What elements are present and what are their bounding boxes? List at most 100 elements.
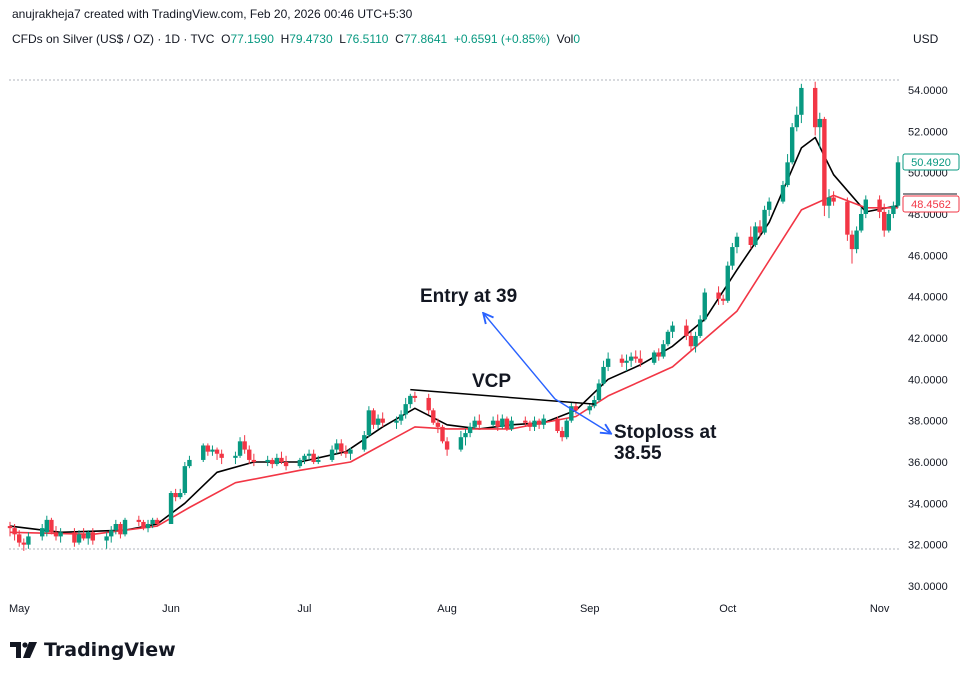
x-tick-label: Jun (162, 603, 180, 615)
candle-body (182, 466, 188, 493)
candle-body (720, 298, 726, 301)
candle (283, 455, 289, 471)
candle (247, 445, 252, 465)
chart-credit: anujrakheja7 created with TradingView.co… (12, 7, 413, 21)
candle (444, 437, 450, 456)
candle-body (329, 449, 335, 460)
candle-body (431, 410, 436, 423)
x-tick-label: Sep (580, 603, 600, 615)
candle-body (472, 420, 477, 427)
candle (748, 226, 753, 250)
candle-body (302, 455, 307, 460)
candle-body (624, 360, 629, 363)
candle (53, 526, 59, 541)
volume-value: 0 (573, 32, 581, 46)
candle-body (780, 185, 786, 202)
stoploss-annotation-line2: 38.55 (614, 443, 662, 464)
candle (168, 490, 174, 524)
candle (242, 435, 247, 454)
candle (408, 393, 413, 409)
candle-body (412, 395, 418, 398)
candle (201, 443, 206, 462)
candle (178, 488, 183, 500)
candle-body (113, 524, 119, 531)
candle-body (403, 404, 408, 415)
candle (684, 319, 689, 341)
candle-body (822, 118, 827, 206)
candle-body (638, 358, 643, 363)
candle-body (122, 519, 128, 535)
candle (467, 422, 473, 438)
candle (702, 288, 707, 322)
candle (251, 453, 257, 467)
x-tick-label: Aug (437, 603, 457, 615)
candle (693, 331, 698, 353)
candle (495, 414, 500, 431)
candle-body (725, 265, 730, 301)
candle-body (500, 418, 505, 427)
candle-body (21, 542, 27, 545)
candle (688, 331, 694, 351)
candle-body (467, 426, 473, 434)
candle-body (58, 532, 63, 537)
candle (891, 201, 896, 219)
ma-price-badge: 48.4562 (902, 195, 960, 213)
candle-body (812, 87, 818, 128)
candle-body (408, 395, 413, 405)
candle (619, 354, 625, 367)
candle-body (596, 383, 602, 400)
candle-body (371, 410, 376, 425)
candle (670, 321, 675, 338)
candle-body (375, 418, 381, 425)
candle (509, 416, 514, 431)
candle-body (891, 205, 896, 214)
y-tick-label: 32.0000 (908, 540, 948, 552)
candle (205, 443, 211, 456)
ma-slow-line (9, 194, 898, 536)
candle (877, 195, 882, 219)
candle (651, 350, 657, 365)
candle-body (794, 114, 799, 128)
candle-body (477, 420, 482, 425)
candle (219, 449, 224, 465)
candle-body (495, 420, 500, 427)
y-tick-label: 30.0000 (908, 581, 948, 593)
candle (863, 195, 868, 219)
candle-body (527, 422, 533, 427)
candle-body (748, 236, 753, 245)
candle-body (265, 459, 270, 462)
candle (187, 455, 192, 469)
candle (173, 488, 178, 502)
candle (477, 414, 482, 429)
candle (831, 191, 836, 206)
candle (334, 439, 339, 454)
candle-body (17, 534, 22, 543)
candle (762, 205, 767, 235)
y-tick-label: 34.0000 (908, 498, 948, 510)
candle (817, 112, 822, 148)
candle (375, 414, 381, 429)
candle-body (210, 449, 215, 452)
candle (113, 519, 119, 535)
candle (881, 203, 887, 237)
candle (343, 445, 349, 458)
candle (665, 329, 671, 347)
currency-button[interactable]: USD (905, 26, 965, 52)
candle (72, 528, 77, 547)
candle-body (444, 441, 450, 450)
candle (812, 81, 818, 136)
candle (17, 530, 22, 547)
candle-body (504, 418, 510, 429)
candle-body (601, 366, 606, 384)
candle-body (757, 226, 763, 233)
candle-body (53, 532, 59, 537)
candle-body (895, 162, 901, 206)
candle (329, 445, 335, 462)
entry-annotation: Entry at 39 (420, 286, 517, 307)
candle-body (670, 325, 675, 332)
change-value: +0.6591 (+0.85%) (453, 32, 550, 46)
candle (753, 222, 758, 248)
candle (426, 393, 431, 415)
candle (845, 197, 850, 241)
